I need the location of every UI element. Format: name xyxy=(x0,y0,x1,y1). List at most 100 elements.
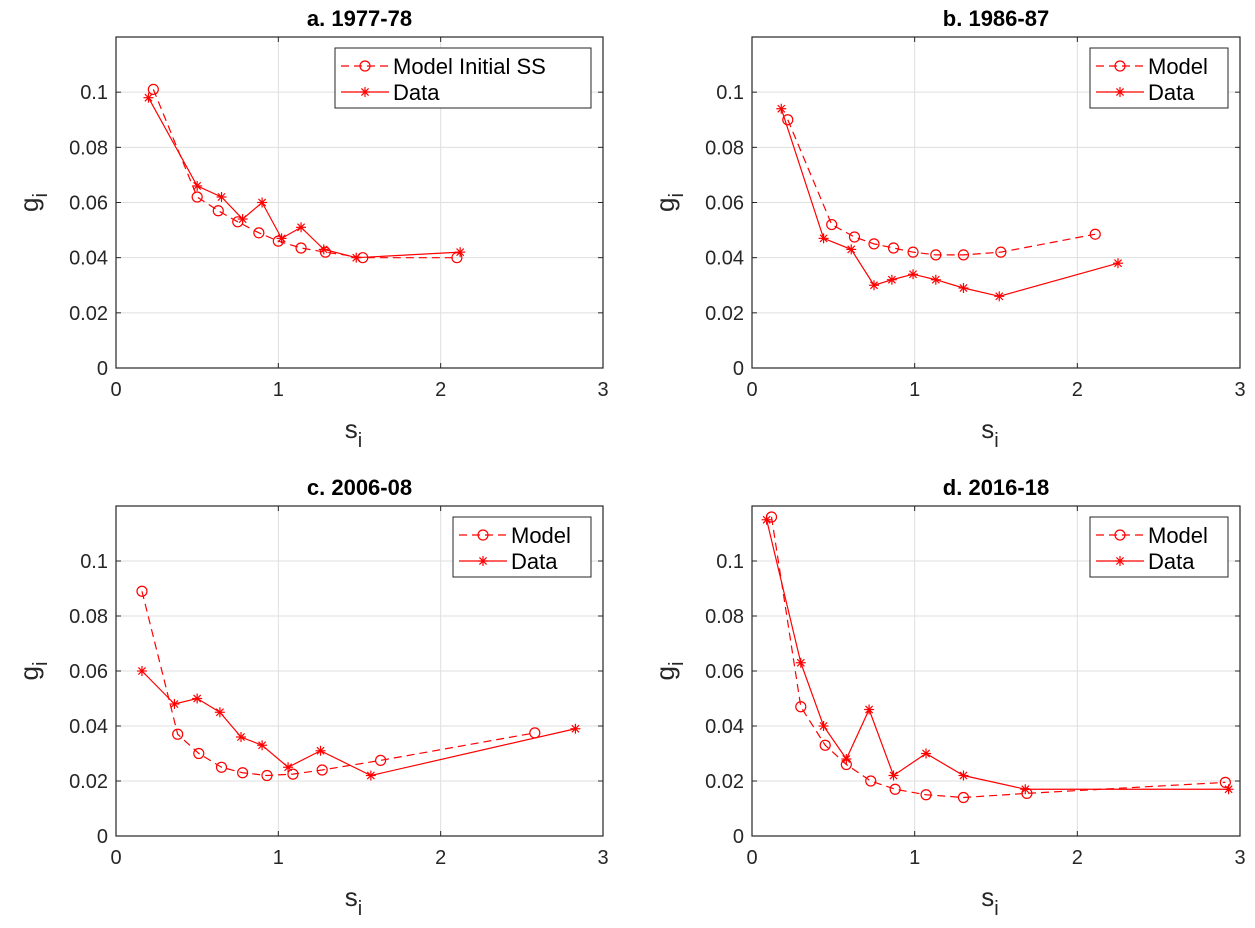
chart-title: c. 2006-08 xyxy=(307,475,412,500)
data-point-circle xyxy=(930,249,942,261)
y-tick-label: 0 xyxy=(97,826,108,848)
legend-box xyxy=(1089,516,1229,578)
series-data xyxy=(136,666,581,781)
data-point-circle xyxy=(253,227,265,239)
y-tick-label: 0.1 xyxy=(716,82,744,104)
data-point-circle xyxy=(295,242,307,254)
y-axis-label: gi xyxy=(14,662,52,681)
x-tick-label: 1 xyxy=(273,847,284,869)
data-point-star xyxy=(455,247,466,258)
data-point-star xyxy=(1115,87,1125,97)
data-point-circle xyxy=(782,114,794,126)
data-point-star xyxy=(846,244,857,255)
data-point-star xyxy=(136,666,147,676)
y-axis-label: gi xyxy=(650,662,688,681)
data-point-circle xyxy=(316,764,328,776)
data-point-star xyxy=(930,274,941,285)
data-point-circle xyxy=(477,529,489,541)
data-point-star xyxy=(257,740,268,751)
x-axis-label: si xyxy=(345,414,362,452)
data-point-circle xyxy=(272,235,284,247)
star-stroke xyxy=(819,721,828,731)
y-tick-label: 0 xyxy=(733,826,744,848)
star-stroke xyxy=(819,234,828,243)
star-stroke xyxy=(297,223,306,232)
x-tick-label: 1 xyxy=(909,847,920,869)
data-point-circle xyxy=(1114,60,1126,72)
star-stroke xyxy=(284,763,293,772)
series-data xyxy=(761,514,1234,795)
data-point-star xyxy=(216,191,227,202)
series-data xyxy=(143,92,466,263)
data-point-star xyxy=(143,92,154,103)
series-line xyxy=(141,670,576,777)
y-tick-label: 0.08 xyxy=(705,606,744,628)
legend-label: Data xyxy=(1148,549,1195,574)
star-stroke xyxy=(1224,785,1233,794)
x-tick-label: 2 xyxy=(435,379,446,401)
data-point-circle xyxy=(795,701,807,713)
data-point-star xyxy=(1020,784,1031,795)
legend-label: Data xyxy=(1148,80,1195,105)
x-tick-label: 3 xyxy=(1234,379,1245,401)
x-tick-label: 0 xyxy=(746,379,757,401)
x-axis-label-subscript: i xyxy=(994,430,998,452)
star-stroke xyxy=(887,275,896,284)
series-model xyxy=(765,511,1231,804)
star-stroke xyxy=(366,771,375,780)
star-stroke xyxy=(909,270,918,279)
legend-item: Model Initial SS xyxy=(341,54,546,79)
star-stroke xyxy=(959,771,968,780)
x-tick-label: 1 xyxy=(273,379,284,401)
data-point-star xyxy=(908,269,919,280)
star-stroke xyxy=(1115,556,1125,566)
legend-label: Model xyxy=(1148,54,1208,79)
star-stroke xyxy=(258,198,267,207)
data-point-circle xyxy=(215,761,228,773)
data-point-circle xyxy=(819,739,831,751)
star-stroke xyxy=(931,275,940,284)
data-point-circle xyxy=(907,246,919,258)
star-stroke xyxy=(217,192,226,202)
y-axis-label-subscript: i xyxy=(30,662,52,666)
series-model xyxy=(136,585,541,782)
star-stroke xyxy=(137,666,146,676)
chart-title: b. 1986-87 xyxy=(943,6,1049,31)
data-point-star xyxy=(864,704,875,715)
series-data xyxy=(776,103,1123,302)
data-point-star xyxy=(351,252,362,263)
data-point-star xyxy=(1113,258,1123,269)
panel-3: 0 1 2 3 0 0.02 0.04 0.06 0.08 0.1 c. 2006-08 si gi Mo… xyxy=(14,475,609,920)
x-axis-label: si xyxy=(345,882,362,920)
legend-label: Data xyxy=(393,80,440,105)
chart-title: d. 2016-18 xyxy=(943,475,1049,500)
star-stroke xyxy=(316,746,325,755)
x-tick-label: 2 xyxy=(435,847,446,869)
series-line xyxy=(147,97,461,259)
data-point-circle xyxy=(1114,529,1126,541)
data-point-star xyxy=(994,291,1005,302)
legend-item: Model xyxy=(1096,54,1208,79)
data-point-star xyxy=(169,699,180,709)
x-axis-label: si xyxy=(981,882,998,920)
star-stroke xyxy=(352,253,361,262)
star-stroke xyxy=(144,93,153,102)
data-point-star xyxy=(276,233,287,244)
legend-box xyxy=(1089,47,1229,109)
star-stroke xyxy=(456,248,465,257)
data-point-star xyxy=(192,180,203,191)
star-stroke xyxy=(1113,259,1123,268)
series-model xyxy=(782,114,1101,261)
y-tick-label: 0.1 xyxy=(80,551,108,573)
y-tick-label: 0.08 xyxy=(69,606,108,628)
chart-title: a. 1977-78 xyxy=(307,6,412,31)
data-point-star xyxy=(318,244,329,255)
x-tick-label: 0 xyxy=(110,847,121,869)
y-tick-label: 0.08 xyxy=(69,137,108,159)
data-point-star xyxy=(296,222,307,233)
data-point-star xyxy=(315,745,326,756)
star-stroke xyxy=(847,245,856,254)
data-point-star xyxy=(1223,784,1234,795)
